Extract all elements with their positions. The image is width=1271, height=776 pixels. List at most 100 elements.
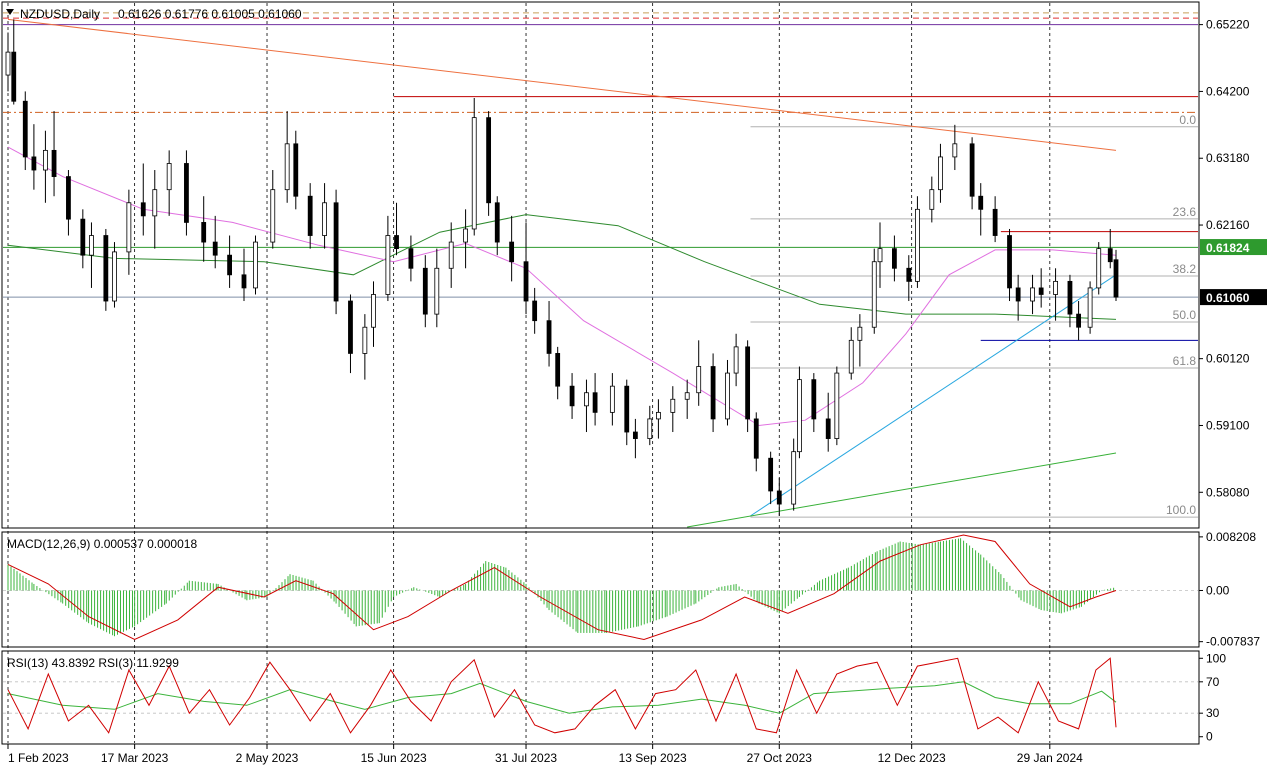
candle-body <box>1067 280 1073 315</box>
candle-body <box>126 202 132 253</box>
macd-tick-label: -0.007837 <box>1206 635 1260 649</box>
candle-body <box>486 117 492 204</box>
candle-body <box>753 418 759 459</box>
macd-tick-label: 0.008208 <box>1206 530 1256 544</box>
candle-body <box>725 372 730 420</box>
candle-body <box>212 241 218 256</box>
price-tick-label: 0.58080 <box>1206 485 1250 499</box>
macd-indicator: 0.008208 0.00 -0.007837 <box>3 530 1260 649</box>
time-tick-label: 13 Sep 2023 <box>619 751 687 765</box>
candle-body <box>632 431 638 439</box>
candle-body <box>670 398 676 413</box>
candle-body <box>152 189 158 217</box>
candle-body <box>284 143 290 191</box>
candle-body <box>929 189 935 210</box>
trendline <box>687 452 1117 528</box>
candle-body <box>1053 280 1058 295</box>
time-axis: 1 Feb 2023 17 Mar 2023 2 May 2023 15 Jun 20… <box>7 744 1083 765</box>
fib-level-label: 50.0 <box>1173 308 1197 322</box>
candle-body <box>555 353 561 387</box>
candle-body <box>103 235 109 302</box>
fib-level-label: 100.0 <box>1166 503 1196 517</box>
candle-body <box>1076 313 1081 328</box>
candle-body <box>471 117 477 230</box>
candle-body <box>768 457 774 492</box>
candle-body <box>66 176 71 220</box>
candle-body <box>791 451 797 505</box>
price-tick-label: 0.65220 <box>1206 18 1250 32</box>
macd-label: MACD(12,26,9) 0.000537 0.000018 <box>7 537 197 551</box>
time-tick-label: 27 Oct 2023 <box>747 751 813 765</box>
price-pane <box>1 1 1200 529</box>
rsi13-line <box>7 681 1117 714</box>
candle-body <box>938 156 943 191</box>
price-tick-label: 0.63180 <box>1206 151 1250 165</box>
time-tick-label: 17 Mar 2023 <box>101 751 169 765</box>
candle-body <box>89 235 94 256</box>
candle-body <box>253 241 258 289</box>
candle-body <box>584 392 589 407</box>
candle-body <box>745 346 751 420</box>
candle-body <box>892 248 897 269</box>
rsi-tick-label: 70 <box>1206 675 1220 689</box>
candle-body <box>592 392 598 413</box>
price-badge-label: 0.61060 <box>1206 291 1250 305</box>
time-tick-label: 2 May 2023 <box>236 751 299 765</box>
candle-body <box>825 418 831 439</box>
candlesticks <box>5 19 1119 516</box>
candle-body <box>978 195 984 210</box>
rsi-pane <box>1 650 1200 745</box>
rsi-tick-label: 0 <box>1206 730 1213 744</box>
candle-body <box>1113 259 1119 298</box>
fib-level-label: 23.6 <box>1173 205 1197 219</box>
candle-body <box>684 392 690 400</box>
candle-body <box>834 372 840 439</box>
candle-body <box>112 251 117 302</box>
moving-averages <box>7 146 1117 427</box>
candle-body <box>408 248 414 269</box>
candle-body <box>546 320 552 354</box>
candle-body <box>201 222 207 243</box>
candle-body <box>696 366 702 394</box>
candle-body <box>307 195 313 236</box>
candle-body <box>293 143 299 197</box>
macd-signal-line <box>7 534 1117 641</box>
candle-body <box>434 267 440 315</box>
candle-body <box>1096 248 1102 289</box>
rsi-tick-label: 30 <box>1206 706 1220 720</box>
candle-body <box>952 143 958 158</box>
price-tick-label: 0.64200 <box>1206 84 1250 98</box>
candle-body <box>494 202 500 243</box>
rsi3-line <box>7 657 1117 734</box>
candle-body <box>362 326 368 354</box>
candle-body <box>523 261 529 302</box>
candle-body <box>569 385 575 407</box>
candle-body <box>166 163 172 191</box>
candle-body <box>22 100 28 158</box>
candle-body <box>877 248 883 263</box>
candle-body <box>733 346 739 374</box>
candle-body <box>448 241 454 269</box>
rsi-label: RSI(13) 43.8392 RSI(3) 11.9299 <box>7 656 179 670</box>
candle-body <box>80 218 86 256</box>
candle-body <box>871 261 877 328</box>
candle-body <box>394 235 399 250</box>
candle-body <box>857 326 863 341</box>
candle-body <box>463 228 468 243</box>
menu-triangle-icon[interactable] <box>6 9 14 15</box>
price-tick-label: 0.62160 <box>1206 218 1250 232</box>
trendline <box>7 18 1117 151</box>
ohlc-values: 0.61626 0.61776 0.61005 0.61060 <box>118 7 302 21</box>
candle-body <box>140 202 146 217</box>
candle-body <box>1015 287 1021 302</box>
price-badge <box>1200 239 1267 256</box>
candle-body <box>5 51 11 76</box>
candle-body <box>1007 235 1012 289</box>
candle-body <box>797 379 802 453</box>
fib-level-label: 38.2 <box>1173 262 1197 276</box>
time-tick-label: 31 Jul 2023 <box>495 751 557 765</box>
horizontal-levels <box>3 12 1198 341</box>
candle-body <box>422 267 428 315</box>
